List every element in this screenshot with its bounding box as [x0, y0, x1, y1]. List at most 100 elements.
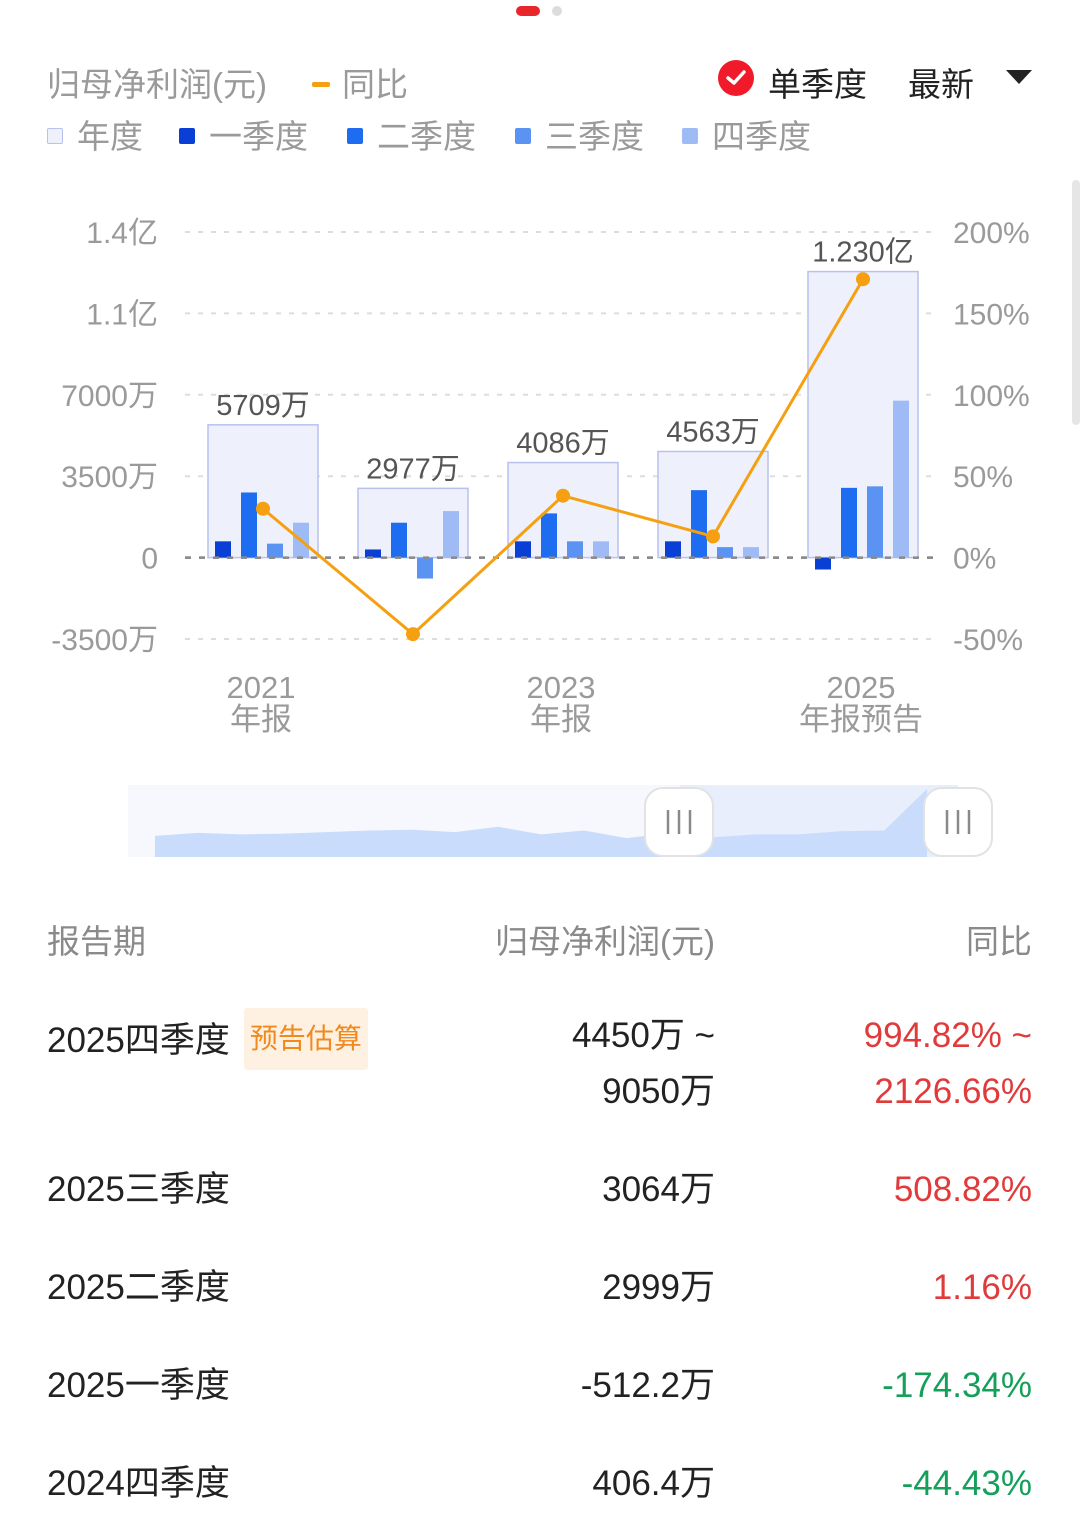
row-period-label: 2025四季度 [47, 1021, 230, 1060]
profit-chart: 1.4亿 1.1亿 7000万 3500万 0 -3500万 200% 150% 100% 50%… [51, 217, 1030, 857]
chart-header: 归母净利润(元) 同比 单季度 最新 [0, 54, 1080, 103]
quarter-bar [515, 541, 531, 558]
quarter-bar [593, 541, 609, 558]
x-tick-label: 2025 [827, 670, 896, 705]
legend-item-annual[interactable]: 年度 [47, 110, 143, 158]
y-left-tick-label: 7000万 [61, 380, 158, 413]
y-right-tick-label: 0% [953, 543, 996, 576]
yoy-legend-swatch [312, 81, 330, 87]
legend-item-q1[interactable]: 一季度 [179, 110, 308, 158]
quarter-bar [443, 511, 459, 558]
sort-dropdown[interactable]: 最新 [908, 54, 1048, 103]
yoy-point [406, 627, 420, 642]
check-icon [718, 60, 754, 96]
quarter-bar [241, 492, 257, 558]
quarter-bar [743, 547, 759, 558]
annual-data-label: 5709万 [216, 390, 310, 422]
row-period: 2025一季度 [47, 1366, 230, 1405]
x-tick-label: 2023 [527, 670, 596, 705]
quarter-bar [365, 549, 381, 558]
quarter-bar [567, 541, 583, 558]
series-legend: 年度 一季度 二季度 三季度 四季度 [0, 110, 1080, 155]
row-value: 2999万 [602, 1268, 715, 1307]
y-right-tick-label: 100% [953, 380, 1030, 413]
row-yoy: -44.43% [901, 1464, 1032, 1503]
y-left-tick-label: 1.4亿 [86, 217, 158, 250]
y-right-tick-label: 50% [953, 461, 1013, 494]
yoy-legend-label: 同比 [342, 66, 408, 103]
x-tick-label: 年报预告 [799, 702, 923, 737]
x-tick-label: 2021 [227, 670, 296, 705]
row-period: 2024四季度 [47, 1464, 230, 1503]
row-value: 4450万 ~ 9050万 [572, 1008, 715, 1120]
row-value-line: 4450万 ~ [571, 1016, 715, 1055]
legend-label: 一季度 [209, 118, 308, 155]
caret-down-icon [1006, 70, 1032, 84]
annual-data-label: 4086万 [516, 428, 610, 460]
quarter-bar [841, 487, 857, 558]
row-yoy-line: 2126.66% [874, 1072, 1032, 1111]
row-yoy: 508.82% [893, 1170, 1032, 1209]
legend-swatch [47, 128, 63, 145]
sort-label: 最新 [908, 66, 974, 103]
legend-label: 四季度 [712, 118, 811, 155]
yoy-legend[interactable]: 同比 [312, 58, 408, 106]
yoy-point [256, 501, 270, 516]
row-yoy: 1.16% [932, 1268, 1032, 1307]
y-left-tick-label: 3500万 [61, 461, 158, 494]
y-right-tick-label: 150% [953, 298, 1030, 331]
legend-label: 年度 [77, 118, 143, 155]
overview-area [155, 789, 927, 857]
scroll-edge-indicator [1072, 180, 1080, 425]
annual-data-label: 1.230亿 [812, 236, 914, 269]
row-value: -512.2万 [580, 1366, 715, 1405]
legend-label: 二季度 [377, 118, 476, 155]
row-period: 2025四季度 预告估算 [47, 1008, 368, 1070]
quarter-bar [893, 400, 909, 558]
y-right-tick-label: 200% [953, 217, 1030, 250]
quarter-bar [215, 541, 231, 558]
quarter-bar [867, 486, 883, 558]
yoy-point [556, 488, 570, 503]
row-period: 2025二季度 [47, 1268, 230, 1307]
x-tick-label: 年报 [530, 702, 592, 737]
row-period: 2025三季度 [47, 1170, 230, 1209]
metric-title: 归母净利润(元) [47, 66, 267, 103]
quarter-bar [417, 557, 433, 579]
row-value: 3064万 [602, 1170, 715, 1209]
legend-item-q2[interactable]: 二季度 [347, 110, 476, 158]
quarter-bar [391, 522, 407, 558]
yoy-point [706, 529, 720, 544]
y-left-tick-label: 0 [141, 543, 158, 576]
row-yoy: 994.82% ~ 2126.66% [864, 1008, 1032, 1120]
yoy-point [856, 272, 870, 287]
legend-swatch [515, 128, 531, 145]
range-handle-right[interactable] [923, 787, 993, 857]
legend-item-q3[interactable]: 三季度 [515, 110, 644, 158]
page-dot-active[interactable] [516, 6, 540, 16]
x-tick-label: 年报 [230, 702, 292, 737]
table-header: 报告期 归母净利润(元) 同比 [0, 915, 1080, 965]
page-dot[interactable] [552, 6, 562, 16]
annual-data-label: 4563万 [666, 416, 760, 448]
header-period: 报告期 [47, 923, 146, 960]
row-yoy-line: 994.82% ~ [863, 1016, 1032, 1055]
quarter-bar [267, 543, 283, 558]
quarter-bar [815, 557, 831, 570]
single-quarter-label: 单季度 [768, 66, 867, 103]
range-handle-left[interactable] [644, 787, 714, 857]
y-right-tick-label: -50% [953, 624, 1023, 657]
legend-swatch [682, 128, 698, 145]
row-yoy: -174.34% [882, 1366, 1032, 1405]
legend-label: 三季度 [545, 118, 644, 155]
legend-swatch [347, 128, 363, 145]
row-value: 406.4万 [592, 1464, 715, 1503]
quarter-bar [541, 513, 557, 558]
legend-item-q4[interactable]: 四季度 [682, 110, 811, 158]
header-yoy: 同比 [966, 923, 1032, 960]
header-value: 归母净利润(元) [495, 923, 715, 960]
y-left-tick-label: 1.1亿 [86, 298, 158, 331]
quarter-bar [691, 490, 707, 558]
annual-data-label: 2977万 [366, 453, 460, 485]
forecast-badge: 预告估算 [243, 1008, 368, 1070]
